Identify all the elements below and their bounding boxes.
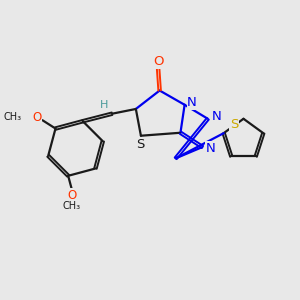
Text: O: O <box>67 189 76 202</box>
Text: H: H <box>100 100 108 110</box>
Text: N: N <box>187 96 197 109</box>
Text: N: N <box>206 142 216 155</box>
Text: S: S <box>136 138 145 151</box>
Text: S: S <box>230 118 238 131</box>
Text: CH₃: CH₃ <box>63 201 81 212</box>
Text: CH₃: CH₃ <box>4 112 22 122</box>
Text: N: N <box>211 110 221 123</box>
Text: O: O <box>153 55 164 68</box>
Text: O: O <box>32 111 42 124</box>
